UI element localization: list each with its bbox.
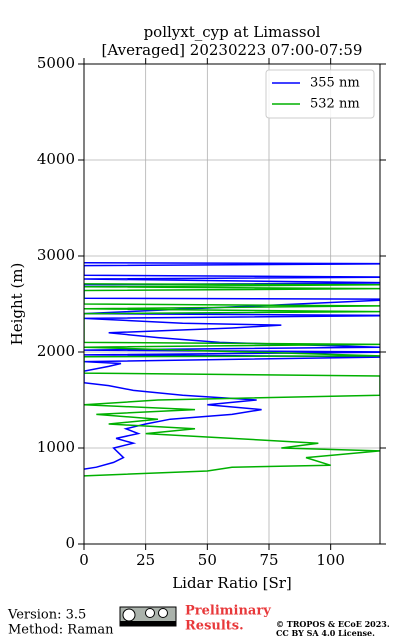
- copyright: CC BY SA 4.0 License.: [276, 628, 375, 638]
- legend-label: 355 nm: [310, 76, 360, 91]
- x-axis-label: Lidar Ratio [Sr]: [172, 574, 292, 592]
- x-tick-label: 50: [198, 551, 217, 569]
- x-tick-label: 100: [316, 551, 345, 569]
- x-tick-label: 25: [136, 551, 155, 569]
- series-line: [84, 261, 380, 470]
- status-line: Results.: [185, 619, 244, 634]
- y-tick-label: 4000: [37, 150, 75, 168]
- status-line: Preliminary: [185, 604, 271, 619]
- copyright: © TROPOS & ECoE 2023.: [276, 619, 390, 629]
- y-tick-label: 1000: [37, 438, 75, 456]
- legend-box: [265, 69, 375, 119]
- x-tick-label: 75: [259, 551, 278, 569]
- x-tick-label: 0: [79, 551, 89, 569]
- sa-icon: [158, 608, 168, 618]
- footer: Version: 3.5 Method: Raman Preliminary R…: [7, 604, 390, 639]
- y-axis-label: Height (m): [8, 263, 26, 346]
- method: Method: Raman: [8, 623, 114, 638]
- cc-icon: [122, 608, 136, 622]
- series-line: [84, 283, 380, 477]
- y-tick-label: 0: [65, 534, 75, 552]
- legend-label: 532 nm: [310, 97, 360, 112]
- y-tick-label: 5000: [37, 54, 75, 72]
- series-group: [84, 261, 380, 477]
- y-tick-label: 3000: [37, 246, 75, 264]
- version: Version: 3.5: [7, 608, 86, 623]
- license-badge-band: [120, 621, 176, 626]
- chart-title: pollyxt_cyp at Limassol: [144, 23, 321, 41]
- plot-frame: [83, 63, 381, 545]
- chart-subtitle: [Averaged] 20230223 07:00-07:59: [102, 41, 363, 59]
- by-icon: [145, 608, 155, 618]
- y-tick-label: 2000: [37, 342, 75, 360]
